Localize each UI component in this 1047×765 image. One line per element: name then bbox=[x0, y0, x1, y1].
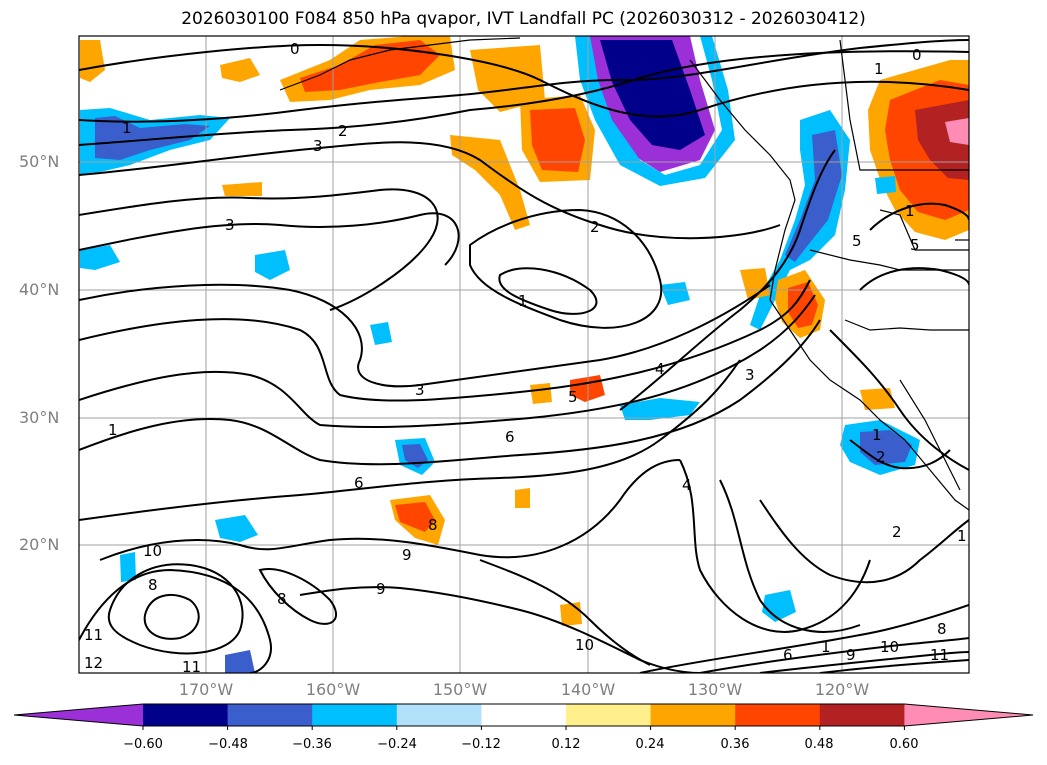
lon-label: 130°W bbox=[687, 680, 743, 699]
contour-label: 11 bbox=[930, 646, 949, 664]
colorbar-tick-label: 0.48 bbox=[804, 737, 834, 752]
contour-label: 9 bbox=[846, 646, 856, 664]
colorbar-swatch bbox=[227, 704, 313, 726]
contour-label: 4 bbox=[655, 360, 665, 378]
colorbar-tick-label: −0.24 bbox=[377, 737, 417, 752]
contour-label: 5 bbox=[910, 236, 920, 254]
lat-label: 20°N bbox=[19, 535, 60, 554]
colorbar-tick-label: 0.60 bbox=[889, 737, 919, 752]
colorbar-extend-high bbox=[904, 704, 1033, 726]
lon-label: 120°W bbox=[814, 680, 870, 699]
colorbar-extend-low bbox=[14, 704, 143, 726]
lon-label: 160°W bbox=[305, 680, 361, 699]
lat-label: 40°N bbox=[19, 280, 60, 299]
contour-label: 8 bbox=[277, 590, 287, 608]
contour-label: 2 bbox=[876, 448, 886, 466]
contour-label: 8 bbox=[428, 516, 438, 534]
contour-label: 5 bbox=[568, 388, 578, 406]
contour-label: 5 bbox=[852, 232, 862, 250]
contour-label: 11 bbox=[182, 658, 201, 676]
colorbar-swatch bbox=[650, 704, 736, 726]
contour-lines bbox=[79, 39, 969, 673]
colorbar-swatch bbox=[396, 704, 482, 726]
contour-label: 10 bbox=[880, 638, 899, 656]
contour-label: 3 bbox=[745, 366, 755, 384]
colorbar-tick-label: −0.48 bbox=[208, 737, 248, 752]
colorbar-swatch bbox=[481, 704, 567, 726]
contour-label-group: 0 0 1 1 2 3 3 2 1 4 3 5 6 6 3 8 9 9 10 8… bbox=[84, 40, 967, 676]
contour-label: 10 bbox=[143, 542, 162, 560]
contour-label: 1 bbox=[108, 421, 118, 439]
colorbar-swatch bbox=[735, 704, 821, 726]
map-frame bbox=[78, 35, 970, 674]
contour-label: 1 bbox=[821, 638, 831, 656]
colorbar-tick-label: 0.24 bbox=[635, 737, 665, 752]
colorbar-tick-label: −0.12 bbox=[461, 737, 501, 752]
colorbar-swatch bbox=[312, 704, 398, 726]
contour-label: 1 bbox=[905, 202, 915, 220]
contour-label: 6 bbox=[783, 646, 793, 664]
contour-label: 4 bbox=[682, 476, 692, 494]
contour-label: 9 bbox=[402, 546, 412, 564]
coastlines bbox=[279, 37, 969, 511]
contour-label: 1 bbox=[122, 119, 132, 137]
contour-label: 9 bbox=[376, 580, 386, 598]
lon-label: 150°W bbox=[432, 680, 488, 699]
lat-label: 30°N bbox=[19, 408, 60, 427]
map-title: 2026030100 F084 850 hPa qvapor, IVT Land… bbox=[181, 9, 866, 29]
contour-label: 6 bbox=[354, 474, 364, 492]
contour-label: 3 bbox=[313, 137, 323, 155]
map-panel: 0 0 1 1 2 3 3 2 1 4 3 5 6 6 3 8 9 9 10 8… bbox=[79, 36, 969, 676]
colorbar-tick-label: 0.36 bbox=[720, 737, 750, 752]
contour-label: 3 bbox=[225, 216, 235, 234]
colorbar-swatch bbox=[143, 704, 229, 726]
contour-label: 0 bbox=[912, 46, 922, 64]
contour-label: 1 bbox=[874, 60, 884, 78]
colorbar-tick-label: −0.60 bbox=[123, 737, 163, 752]
contour-label: 8 bbox=[937, 620, 947, 638]
contour-label: 10 bbox=[575, 636, 594, 654]
contour-label: 2 bbox=[590, 218, 600, 236]
contour-label: 1 bbox=[872, 426, 882, 444]
colorbar-tick-label: −0.36 bbox=[292, 737, 332, 752]
lon-label: 140°W bbox=[560, 680, 616, 699]
lat-label: 50°N bbox=[19, 152, 60, 171]
contour-label: 12 bbox=[84, 654, 103, 672]
contour-label: 8 bbox=[148, 576, 158, 594]
lon-label: 170°W bbox=[178, 680, 234, 699]
contour-label: 11 bbox=[84, 626, 103, 644]
colorbar-swatch bbox=[566, 704, 652, 726]
contour-label: 2 bbox=[338, 122, 348, 140]
contour-label: 6 bbox=[505, 428, 515, 446]
contour-label: 3 bbox=[415, 381, 425, 399]
contour-label: 0 bbox=[290, 40, 300, 58]
colorbar-tick-label: 0.12 bbox=[551, 737, 581, 752]
colorbar-swatch bbox=[819, 704, 905, 726]
contour-label: 1 bbox=[518, 292, 528, 310]
contour-label: 2 bbox=[892, 523, 902, 541]
colorbar bbox=[13, 703, 1034, 730]
contour-label: 1 bbox=[957, 527, 967, 545]
